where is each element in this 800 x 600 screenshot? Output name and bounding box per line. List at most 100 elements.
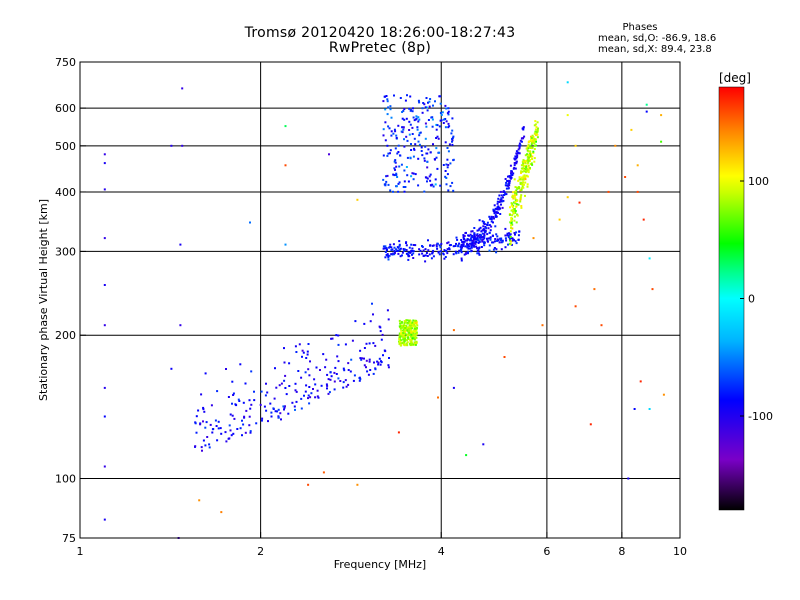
echo-point [527, 143, 530, 146]
echo-point [455, 242, 457, 245]
echo-point [444, 104, 447, 107]
echo-point [496, 207, 499, 210]
echo-point [415, 323, 418, 326]
echo-point [411, 172, 414, 175]
echo-point [524, 194, 526, 197]
echo-point [482, 443, 485, 446]
echo-point [407, 251, 410, 254]
echo-point [444, 170, 447, 172]
echo-point [284, 374, 287, 377]
echo-point [513, 162, 516, 164]
echo-point [392, 132, 395, 135]
echo-point [403, 138, 405, 141]
echo-point [439, 250, 442, 253]
echo-point [510, 224, 512, 227]
echo-point [520, 187, 523, 190]
echo-point [413, 320, 416, 323]
echo-point [389, 189, 392, 192]
echo-point [397, 246, 400, 249]
echo-point [475, 245, 478, 248]
echo-point [220, 432, 223, 435]
echo-point [510, 176, 513, 179]
echo-point [463, 240, 466, 243]
echo-point [412, 107, 414, 110]
echo-point [513, 178, 516, 181]
echo-point [408, 331, 411, 334]
echo-point [412, 250, 415, 253]
echo-point [475, 238, 478, 241]
echo-point [458, 249, 461, 252]
echo-point [390, 249, 393, 252]
echo-point [523, 183, 525, 186]
echo-point [485, 227, 488, 230]
echo-point [425, 176, 428, 179]
echo-point [417, 99, 420, 102]
echo-point [444, 256, 447, 258]
echo-point [405, 325, 408, 328]
echo-point [412, 116, 415, 119]
echo-point [295, 351, 298, 353]
echo-point [403, 340, 406, 343]
echo-point [444, 118, 447, 120]
echo-point [421, 154, 424, 157]
echo-point [486, 223, 488, 226]
echo-point [260, 419, 263, 422]
echo-point [524, 154, 527, 157]
echo-point [511, 214, 514, 217]
echo-point [396, 176, 399, 178]
echo-point [307, 368, 310, 371]
echo-point [449, 162, 452, 165]
echo-point [507, 236, 510, 239]
echo-point [483, 223, 486, 226]
echo-point [401, 111, 404, 113]
echo-point [413, 148, 416, 151]
echo-point [437, 396, 439, 399]
echo-point [408, 328, 411, 331]
echo-point [386, 113, 389, 116]
echo-point [197, 409, 200, 412]
echo-point [366, 370, 369, 373]
echo-point [427, 249, 430, 252]
echo-point [406, 333, 409, 336]
echo-point [522, 168, 525, 171]
echo-point [368, 342, 371, 345]
echo-point [398, 240, 401, 243]
echo-point [304, 390, 307, 393]
echo-point [403, 344, 406, 347]
echo-point [239, 427, 242, 430]
echo-point [533, 124, 536, 127]
echo-point [522, 177, 525, 180]
echo-point [398, 181, 401, 184]
echo-point [412, 332, 415, 335]
echo-point [382, 247, 385, 250]
echo-point [386, 100, 389, 103]
echo-point [405, 242, 407, 244]
echo-point [384, 256, 387, 259]
echo-point [514, 202, 517, 205]
echo-point [295, 390, 298, 393]
echo-point [446, 147, 449, 149]
echo-point [527, 175, 529, 178]
echo-point [408, 334, 411, 337]
echo-point [413, 323, 416, 326]
echo-point [277, 408, 280, 411]
echo-point [305, 384, 308, 387]
echo-point [489, 229, 492, 232]
echo-point [229, 429, 232, 432]
echo-point [527, 159, 530, 162]
echo-point [393, 249, 396, 252]
echo-point [403, 180, 406, 183]
echo-point [316, 389, 319, 392]
echo-point [204, 426, 207, 429]
echo-point [427, 148, 430, 151]
echo-point [394, 161, 397, 164]
echo-point [386, 253, 389, 256]
echo-point [253, 399, 256, 402]
echo-point [433, 158, 436, 161]
echo-point [499, 237, 502, 240]
echo-point [405, 252, 408, 255]
echo-point [499, 213, 502, 215]
echo-point [408, 133, 411, 136]
echo-point [416, 126, 419, 129]
echo-point [472, 239, 475, 242]
